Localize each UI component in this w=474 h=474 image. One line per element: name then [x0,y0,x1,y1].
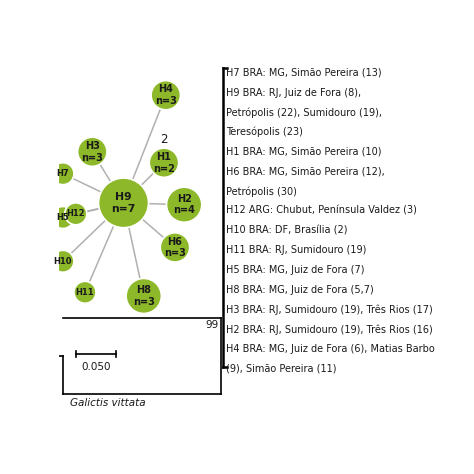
Text: Galictis vittata: Galictis vittata [70,398,146,408]
Text: H3 BRA: RJ, Sumidouro (19), Três Rios (17): H3 BRA: RJ, Sumidouro (19), Três Rios (1… [227,304,433,315]
Text: H6 BRA: MG, Simão Pereira (12),: H6 BRA: MG, Simão Pereira (12), [227,166,385,176]
Text: H4 BRA: MG, Juiz de Fora (6), Matias Barbo: H4 BRA: MG, Juiz de Fora (6), Matias Bar… [227,344,435,354]
Circle shape [65,203,87,225]
Text: H8
n=3: H8 n=3 [133,285,155,307]
Text: H11 BRA: RJ, Sumidouro (19): H11 BRA: RJ, Sumidouro (19) [227,245,367,255]
Circle shape [52,250,74,272]
Text: H5: H5 [56,213,69,222]
Text: H3
n=3: H3 n=3 [82,141,103,163]
Text: 0.050: 0.050 [81,362,111,372]
Circle shape [149,148,179,177]
Text: Teresópolis (23): Teresópolis (23) [227,127,303,137]
Text: H8 BRA: MG, Juiz de Fora (5,7): H8 BRA: MG, Juiz de Fora (5,7) [227,284,374,295]
Text: Petrópolis (30): Petrópolis (30) [227,186,297,197]
Text: H5 BRA: MG, Juiz de Fora (7): H5 BRA: MG, Juiz de Fora (7) [227,265,365,275]
Text: H7 BRA: MG, Simão Pereira (13): H7 BRA: MG, Simão Pereira (13) [227,68,382,78]
Circle shape [151,81,181,110]
Circle shape [166,187,202,222]
Circle shape [99,178,148,228]
Circle shape [78,137,107,166]
Text: H1 BRA: MG, Simão Pereira (10): H1 BRA: MG, Simão Pereira (10) [227,146,382,157]
Text: Petrópolis (22), Sumidouro (19),: Petrópolis (22), Sumidouro (19), [227,107,383,118]
Text: H10: H10 [54,257,72,266]
Text: H12 ARG: Chubut, Península Valdez (3): H12 ARG: Chubut, Península Valdez (3) [227,206,417,216]
Circle shape [160,233,190,262]
Circle shape [126,278,161,313]
Text: H7: H7 [56,169,69,178]
Text: (9), Simão Pereira (11): (9), Simão Pereira (11) [227,364,337,374]
Text: H10 BRA: DF, Brasília (2): H10 BRA: DF, Brasília (2) [227,226,348,236]
Text: H1
n=2: H1 n=2 [153,152,175,173]
Text: H2 BRA: RJ, Sumidouro (19), Três Rios (16): H2 BRA: RJ, Sumidouro (19), Três Rios (1… [227,324,433,335]
Text: H9
n=7: H9 n=7 [111,192,136,214]
Text: 99: 99 [206,319,219,329]
Text: H6
n=3: H6 n=3 [164,237,186,258]
Text: H9 BRA: RJ, Juiz de Fora (8),: H9 BRA: RJ, Juiz de Fora (8), [227,88,362,98]
Circle shape [52,163,74,185]
Text: H2
n=4: H2 n=4 [173,194,195,216]
Circle shape [74,282,96,303]
Circle shape [52,207,74,228]
Text: H4
n=3: H4 n=3 [155,84,177,106]
Text: H11: H11 [76,288,94,297]
Text: 2: 2 [161,133,168,146]
Text: H12: H12 [66,210,85,219]
